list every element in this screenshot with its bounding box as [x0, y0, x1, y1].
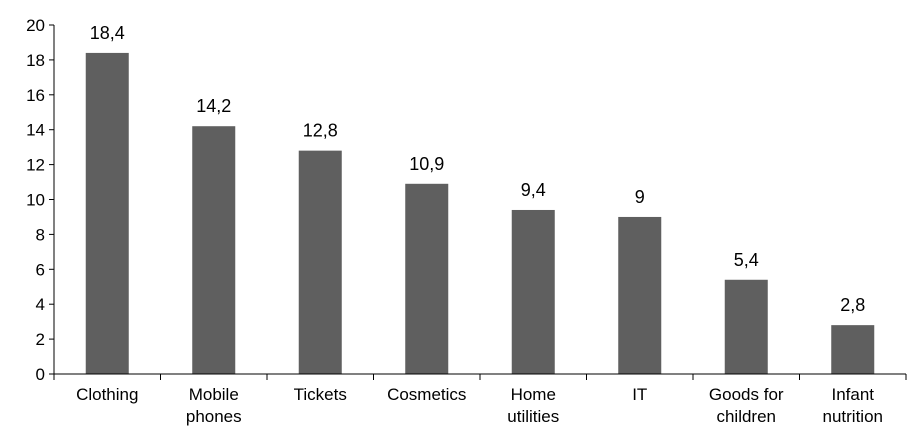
category-label: phones	[186, 407, 242, 426]
y-tick-label: 16	[26, 86, 45, 105]
bar	[85, 52, 129, 375]
data-label: 12,8	[303, 121, 338, 141]
bar	[298, 150, 342, 374]
y-tick-label: 2	[36, 330, 45, 349]
y-tick-label: 20	[26, 16, 45, 35]
data-label: 14,2	[196, 96, 231, 116]
data-label: 9,4	[521, 180, 546, 200]
y-tick-label: 10	[26, 191, 45, 210]
y-tick-label: 4	[36, 295, 45, 314]
category-label: Cosmetics	[387, 385, 466, 404]
data-label: 10,9	[409, 154, 444, 174]
y-tick-label: 8	[36, 225, 45, 244]
bar	[192, 126, 236, 375]
category-label: nutrition	[823, 407, 883, 426]
y-axis: 0 2 4 6 8 10 12 14 16 18 20	[26, 16, 55, 384]
category-label: IT	[632, 385, 647, 404]
data-label: 9	[635, 187, 645, 207]
bar	[511, 209, 555, 374]
y-tick-label: 0	[36, 365, 45, 384]
category-label: Goods for	[709, 385, 784, 404]
x-axis: Clothing Mobile phones Tickets Cosmetics Home…	[53, 373, 907, 426]
bar	[724, 279, 768, 374]
category-label: children	[716, 407, 776, 426]
data-label: 5,4	[734, 250, 759, 270]
category-label: utilities	[507, 407, 559, 426]
y-tick-label: 14	[26, 121, 45, 140]
bar	[831, 325, 875, 374]
y-tick-label: 12	[26, 156, 45, 175]
category-label: Home	[511, 385, 556, 404]
category-label: Mobile	[189, 385, 239, 404]
data-label: 2,8	[840, 295, 865, 315]
bar	[618, 216, 662, 374]
category-label: Clothing	[76, 385, 138, 404]
bars: 18,4 14,2 12,8 10,9 9,4 9 5,4 2,8	[85, 23, 875, 375]
data-label: 18,4	[90, 23, 125, 43]
category-label: Infant	[831, 385, 874, 404]
y-tick-label: 6	[36, 260, 45, 279]
bar	[405, 183, 449, 374]
category-label: Tickets	[294, 385, 347, 404]
y-tick-label: 18	[26, 51, 45, 70]
